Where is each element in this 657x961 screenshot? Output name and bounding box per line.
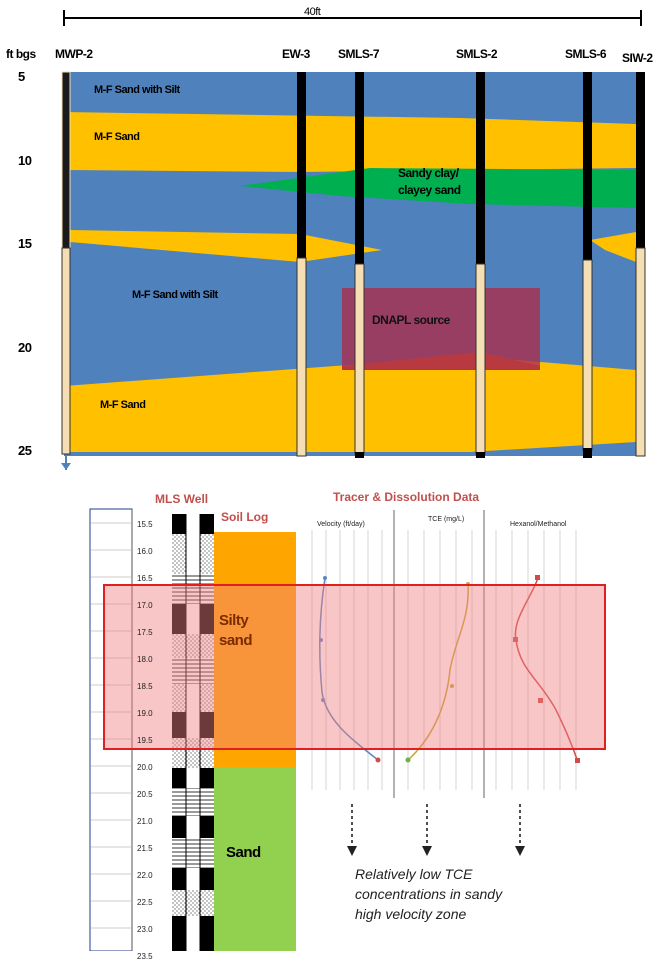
well-label-siw-2: SIW-2	[622, 51, 653, 65]
layer-label-clay-2: clayey sand	[398, 183, 461, 197]
ruler-tick-label: 18.5	[137, 682, 153, 691]
depth-tick-5: 5	[18, 69, 25, 84]
soil-silty-sand	[214, 532, 296, 767]
well-label-smls-2: SMLS-2	[456, 47, 498, 61]
ruler-gridlines	[91, 522, 131, 929]
mls-well-title: MLS Well	[155, 492, 209, 506]
scale-bar	[63, 10, 642, 26]
soil-sand	[214, 767, 296, 951]
depth-tick-20: 20	[18, 340, 32, 355]
arrow-heads	[347, 846, 525, 856]
soil-label-silty: Silty	[219, 612, 249, 629]
layer-lower-sand	[64, 356, 636, 452]
layer-upper-sand	[64, 112, 636, 172]
dnapl-label: DNAPL source	[372, 313, 450, 327]
ruler-tick-label: 17.0	[137, 601, 153, 610]
lens-right	[590, 232, 636, 262]
layer-label-clay-1: Sandy clay/	[398, 166, 459, 180]
well-label-ew-3: EW-3	[282, 47, 310, 61]
ruler-tick-label: 22.0	[137, 871, 153, 880]
ruler-tick-label: 19.0	[137, 709, 153, 718]
well-smls-6	[582, 72, 593, 458]
panel-tce-label: TCE (mg/L)	[428, 516, 465, 523]
well-label-smls-7: SMLS-7	[338, 47, 380, 61]
depth-tick-10: 10	[18, 153, 32, 168]
ruler-tick-label: 15.5	[137, 520, 153, 529]
well-smls-7	[354, 72, 365, 458]
note-line-3: high velocity zone	[355, 906, 467, 922]
ruler-tick-label: 18.0	[137, 655, 153, 664]
panel-velocity-label: Velocity (ft/day)	[317, 521, 365, 528]
ruler-tick-label: 19.5	[137, 736, 153, 745]
layer-sandy-clay	[240, 168, 636, 208]
ruler-tick-label: 21.5	[137, 844, 153, 853]
mls-panel	[89, 508, 606, 951]
layer-label-upper-sand: M-F Sand	[94, 131, 140, 143]
dnapl-source-box	[342, 288, 540, 370]
panel-hexanol-label: Hexanol/Methanol	[510, 521, 567, 528]
depth-axis-title: ft bgs	[6, 47, 36, 61]
ruler-tick-label: 16.5	[137, 574, 153, 583]
well-siw-2	[635, 72, 646, 457]
highlight-zone	[103, 584, 606, 750]
depth-tick-25: 25	[18, 443, 32, 458]
well-smls-2	[475, 72, 486, 458]
ruler-tick-label: 22.5	[137, 898, 153, 907]
tracer-title: Tracer & Dissolution Data	[333, 490, 480, 504]
cross-section	[61, 10, 646, 470]
ruler-tick-label: 23.5	[137, 952, 153, 961]
ruler-tick-label: 20.5	[137, 790, 153, 799]
depth-ruler	[89, 508, 133, 951]
note-arrows	[351, 804, 521, 848]
soil-label-sand: Sand	[226, 844, 261, 861]
well-label-smls-6: SMLS-6	[565, 47, 607, 61]
note-line-1: Relatively low TCE	[355, 866, 473, 882]
ruler-tick-label: 23.0	[137, 925, 153, 934]
ruler-tick-label: 21.0	[137, 817, 153, 826]
soil-label-sand-word: sand	[219, 632, 253, 649]
note-line-2: concentrations in sandy	[355, 886, 503, 902]
layer-label-lower-sand: M-F Sand	[100, 399, 146, 411]
layer-label-mid-sand-silt: M-F Sand with Silt	[132, 289, 218, 301]
soil-log-title: Soil Log	[221, 510, 269, 524]
well-label-mwp-2: MWP-2	[55, 47, 93, 61]
ruler-tick-label: 16.0	[137, 547, 153, 556]
well-mwp-2	[61, 71, 71, 455]
layer-label-top-sand-silt: M-F Sand with Silt	[94, 84, 180, 96]
down-arrow-icon	[61, 456, 71, 470]
well-ew-3	[296, 72, 307, 457]
ruler-tick-label: 17.5	[137, 628, 153, 637]
ruler-tick-label: 20.0	[137, 763, 153, 772]
depth-tick-15: 15	[18, 236, 32, 251]
mls-well-log	[172, 514, 214, 951]
scale-label: 40ft	[304, 6, 321, 18]
note-text: Relatively low TCE concentrations in san…	[355, 864, 502, 924]
